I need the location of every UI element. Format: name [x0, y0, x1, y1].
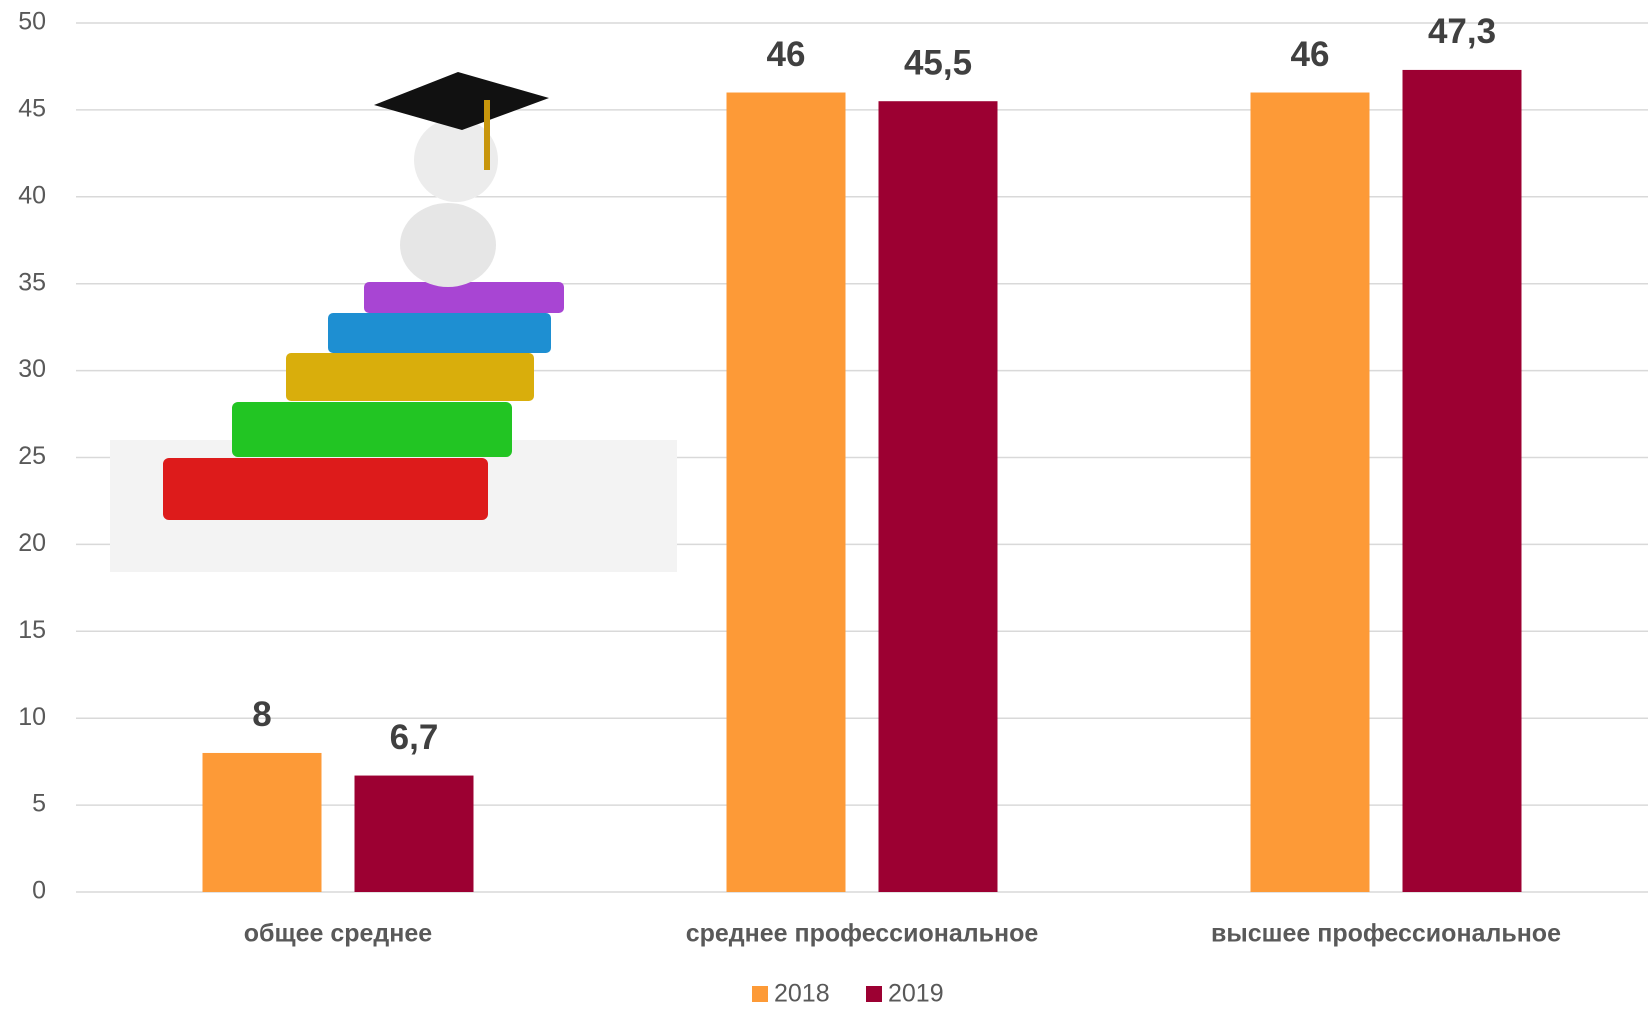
- value-label: 8: [252, 695, 271, 734]
- y-tick-label: 35: [18, 268, 46, 296]
- y-tick-label: 40: [18, 181, 46, 209]
- book-blue: [328, 313, 551, 353]
- book-purple: [364, 282, 564, 313]
- x-tick-label: высшее профессиональное: [1211, 920, 1561, 948]
- value-label: 46: [767, 35, 806, 74]
- x-tick-label: среднее профессиональное: [686, 920, 1039, 948]
- y-tick-label: 10: [18, 703, 46, 731]
- bar: [878, 101, 998, 892]
- bar: [726, 92, 846, 892]
- value-label: 46: [1291, 35, 1330, 74]
- legend-label: 2019: [888, 980, 944, 1008]
- book-red: [163, 458, 488, 520]
- y-tick-label: 15: [18, 616, 46, 644]
- y-tick-label: 25: [18, 442, 46, 470]
- book-green: [232, 402, 512, 457]
- y-tick-label: 45: [18, 95, 46, 123]
- figure-body: [400, 203, 496, 287]
- bar: [354, 775, 474, 892]
- y-tick-label: 0: [32, 877, 46, 905]
- y-tick-label: 50: [18, 8, 46, 36]
- book-yellow: [286, 353, 534, 401]
- figure-head: [414, 118, 498, 202]
- value-label: 45,5: [904, 43, 972, 82]
- value-label: 47,3: [1428, 12, 1496, 51]
- illustration: [110, 72, 677, 572]
- x-tick-label: общее среднее: [244, 920, 433, 948]
- y-tick-label: 5: [32, 790, 46, 818]
- legend-label: 2018: [774, 980, 830, 1008]
- y-tick-label: 30: [18, 355, 46, 383]
- bar: [1402, 69, 1522, 892]
- bar: [1250, 92, 1370, 892]
- bar: [202, 752, 322, 892]
- y-tick-label: 20: [18, 529, 46, 557]
- legend-swatch: [866, 986, 882, 1002]
- graduation-cap: [374, 72, 549, 130]
- legend-swatch: [752, 986, 768, 1002]
- value-label: 6,7: [390, 718, 439, 757]
